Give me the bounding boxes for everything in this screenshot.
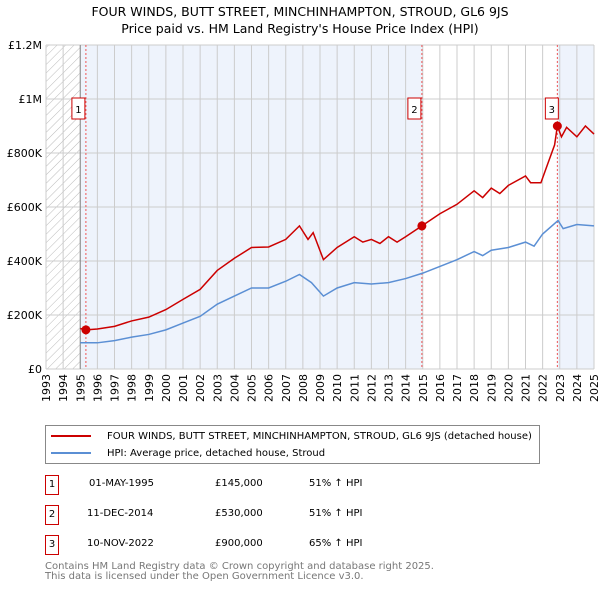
sale-point [81,325,91,335]
sale-number: 1 [45,475,59,495]
legend-swatch-blue [51,452,91,454]
legend-label: FOUR WINDS, BUTT STREET, MINCHINHAMPTON,… [107,430,532,442]
legend-item-property: FOUR WINDS, BUTT STREET, MINCHINHAMPTON,… [46,428,532,444]
x-tick-label: 2014 [400,374,413,402]
sale-number: 3 [45,535,59,555]
sale-point [552,121,562,131]
x-tick-label: 2024 [571,374,584,402]
x-tick-label: 1998 [126,374,139,402]
x-tick-label: 2005 [246,374,259,402]
sale-label-box [407,97,422,120]
sale-price: £145,000 [215,478,263,489]
x-tick-label: 2011 [348,374,361,402]
x-tick-label: 2021 [520,374,533,402]
sale-price: £530,000 [215,508,263,519]
series-line [80,123,595,331]
sale-row: 1 01-MAY-1995 £145,000 51% ↑ HPI [45,475,545,495]
sale-number: 2 [45,505,59,525]
sale-price: £900,000 [215,538,263,549]
sale-label-box [71,97,86,120]
x-tick-label: 2013 [383,374,396,402]
y-tick-label: £1M [19,93,43,106]
x-tick-label: 2016 [434,374,447,402]
footer-licence: This data is licensed under the Open Gov… [45,571,364,582]
x-tick-label: 2023 [554,374,567,402]
x-tick-label: 1993 [40,374,53,402]
sale-label: 1 [75,105,81,116]
sale-hpi-diff: 51% ↑ HPI [309,478,363,489]
x-tick-label: 1997 [109,374,122,402]
sale-hpi-diff: 51% ↑ HPI [309,508,363,519]
x-tick-label: 2009 [314,374,327,402]
x-tick-label: 2001 [177,374,190,402]
x-tick-label: 2004 [228,374,241,402]
legend-label: HPI: Average price, detached house, Stro… [107,447,326,459]
x-tick-label: 2017 [451,374,464,402]
x-tick-label: 1995 [74,374,87,402]
y-tick-label: £800K [7,147,43,160]
sale-point [417,221,427,231]
sale-date: 11-DEC-2014 [87,508,154,519]
legend-swatch-red [51,435,91,437]
x-tick-label: 2007 [280,374,293,402]
x-tick-label: 2006 [263,374,276,402]
x-tick-label: 2012 [365,374,378,402]
legend-item-hpi: HPI: Average price, detached house, Stro… [46,445,325,461]
x-tick-label: 2020 [502,374,515,402]
price-chart: 1993 1994 1995 1996 1997 1998 1999 2000 2001 2002… [7,39,600,402]
y-tick-label: £400K [7,255,43,268]
sale-date: 10-NOV-2022 [87,538,154,549]
x-tick-label: 2003 [211,374,224,402]
y-tick-label: £200K [7,309,43,322]
x-tick-label: 2002 [194,374,207,402]
sale-row: 2 11-DEC-2014 £530,000 51% ↑ HPI [45,505,545,525]
x-tick-label: 1994 [57,374,70,402]
x-tick-label: 2019 [485,374,498,402]
y-tick-label: £0 [28,363,42,376]
sale-row: 3 10-NOV-2022 £900,000 65% ↑ HPI [45,535,545,555]
sale-label: 3 [549,105,555,116]
x-tick-label: 2025 [588,374,600,402]
x-tick-label: 2010 [331,374,344,402]
sale-label-box [544,97,559,120]
sale-label: 2 [411,105,417,116]
x-tick-label: 2015 [417,374,430,402]
y-tick-label: £600K [7,201,43,214]
x-tick-label: 2000 [160,374,173,402]
sale-date: 01-MAY-1995 [89,478,155,489]
chart-title: FOUR WINDS, BUTT STREET, MINCHINHAMPTON,… [91,4,509,19]
series-line [80,219,595,344]
x-tick-label: 2022 [537,374,550,402]
sale-hpi-diff: 65% ↑ HPI [309,538,363,549]
x-tick-label: 1999 [143,374,156,402]
x-tick-label: 2008 [297,374,310,402]
x-tick-label: 1996 [91,374,104,402]
x-tick-label: 2018 [468,374,481,402]
legend: FOUR WINDS, BUTT STREET, MINCHINHAMPTON,… [45,425,540,464]
footer-copyright: Contains HM Land Registry data © Crown c… [45,561,434,572]
y-tick-label: £1.2M [8,39,42,52]
chart-subtitle: Price paid vs. HM Land Registry's House … [121,21,479,36]
